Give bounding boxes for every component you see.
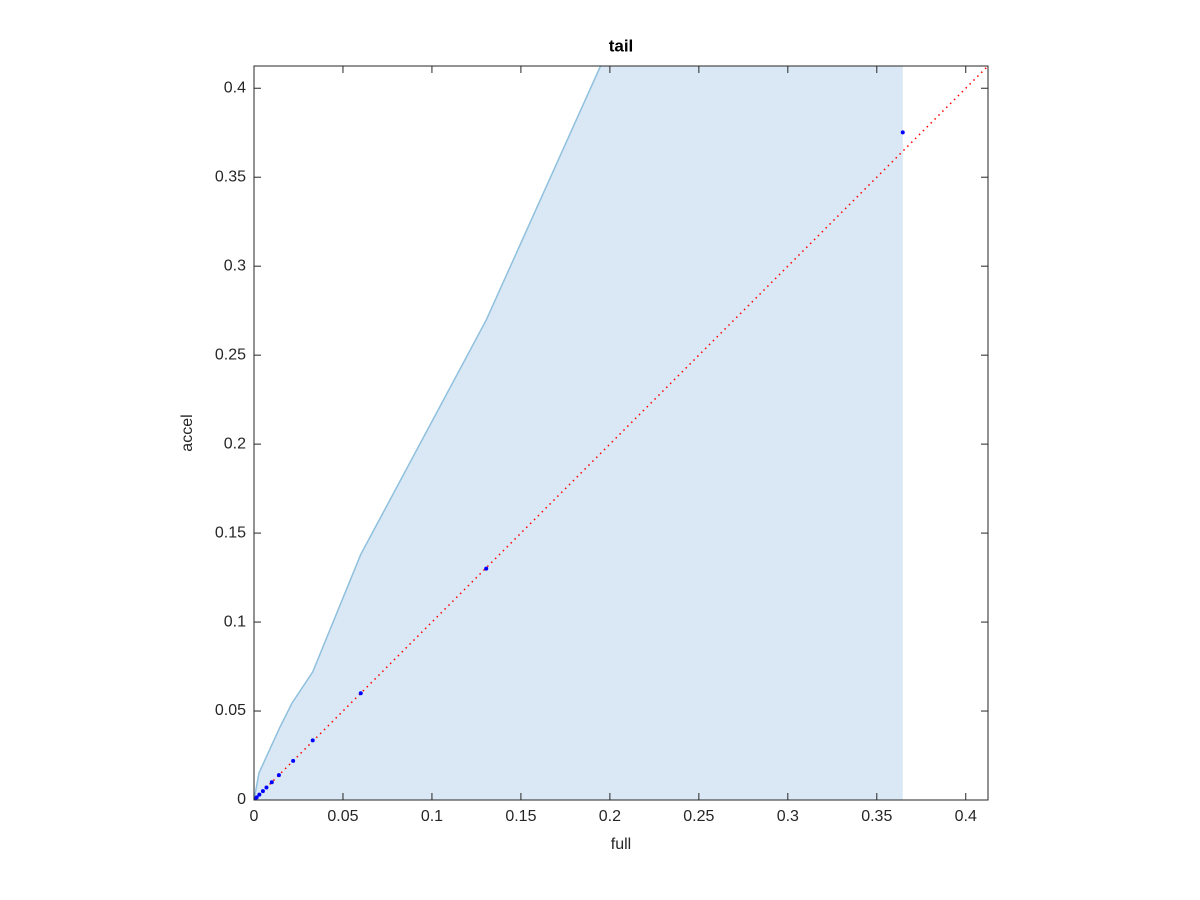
x-tick-label: 0.35: [861, 808, 892, 825]
y-tick-label: 0: [237, 791, 246, 808]
point: [257, 792, 262, 797]
axes-box: [253, 65, 989, 801]
y-tick-label: 0.3: [224, 257, 246, 274]
x-tick-label: 0.1: [421, 808, 443, 825]
x-tick-label: 0.4: [955, 808, 977, 825]
point: [264, 785, 269, 790]
y-tick-label: 0.1: [224, 613, 246, 630]
y-tick-label: 0.35: [215, 168, 246, 185]
y-tick-label: 0.05: [215, 702, 246, 719]
y-axis-label: accel: [179, 414, 196, 451]
area-edge: [254, 66, 602, 800]
point: [291, 758, 296, 763]
x-tick-label: 0.15: [505, 808, 536, 825]
y-tick-label: 0.25: [215, 346, 246, 363]
x-tick-label: 0.3: [777, 808, 799, 825]
point: [900, 130, 905, 135]
point: [276, 773, 281, 778]
x-tick-label: 0.2: [599, 808, 621, 825]
y-tick-label: 0.4: [224, 79, 246, 96]
y-tick-label: 0.2: [224, 435, 246, 452]
point: [484, 566, 489, 571]
x-axis-label: full: [611, 836, 631, 853]
area: [254, 66, 903, 800]
point: [310, 738, 315, 743]
point: [260, 789, 265, 794]
point: [269, 780, 274, 785]
point: [254, 795, 259, 800]
x-tick-label: 0.25: [683, 808, 714, 825]
chart-title: tail: [609, 36, 634, 55]
x-tick-label: 0: [250, 808, 259, 825]
point: [358, 691, 363, 696]
x-tick-label: 0.05: [327, 808, 358, 825]
plot-area: [254, 66, 988, 800]
y-tick-label: 0.15: [215, 524, 246, 541]
